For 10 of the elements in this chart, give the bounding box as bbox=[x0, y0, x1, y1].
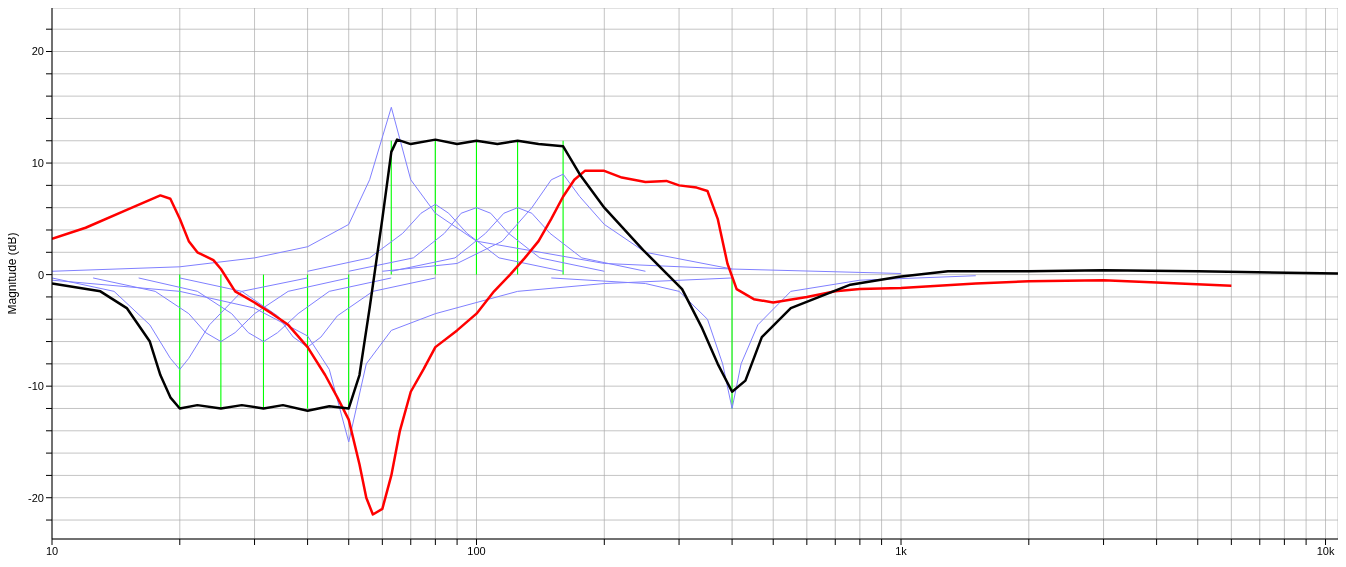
y-tick-label: 10 bbox=[31, 156, 44, 169]
y-axis-title: Magnitude (dB) bbox=[5, 232, 20, 315]
x-tick-label: 1k bbox=[895, 544, 908, 557]
x-tick-label: 10 bbox=[45, 544, 59, 557]
y-tick-label: 20 bbox=[31, 45, 44, 58]
y-tick-label: -20 bbox=[28, 491, 44, 504]
y-tick-label: -10 bbox=[28, 380, 44, 393]
x-tick-label: 100 bbox=[467, 544, 486, 557]
x-tick-label: 10k bbox=[1316, 544, 1335, 557]
y-tick-label: 0 bbox=[37, 268, 44, 281]
